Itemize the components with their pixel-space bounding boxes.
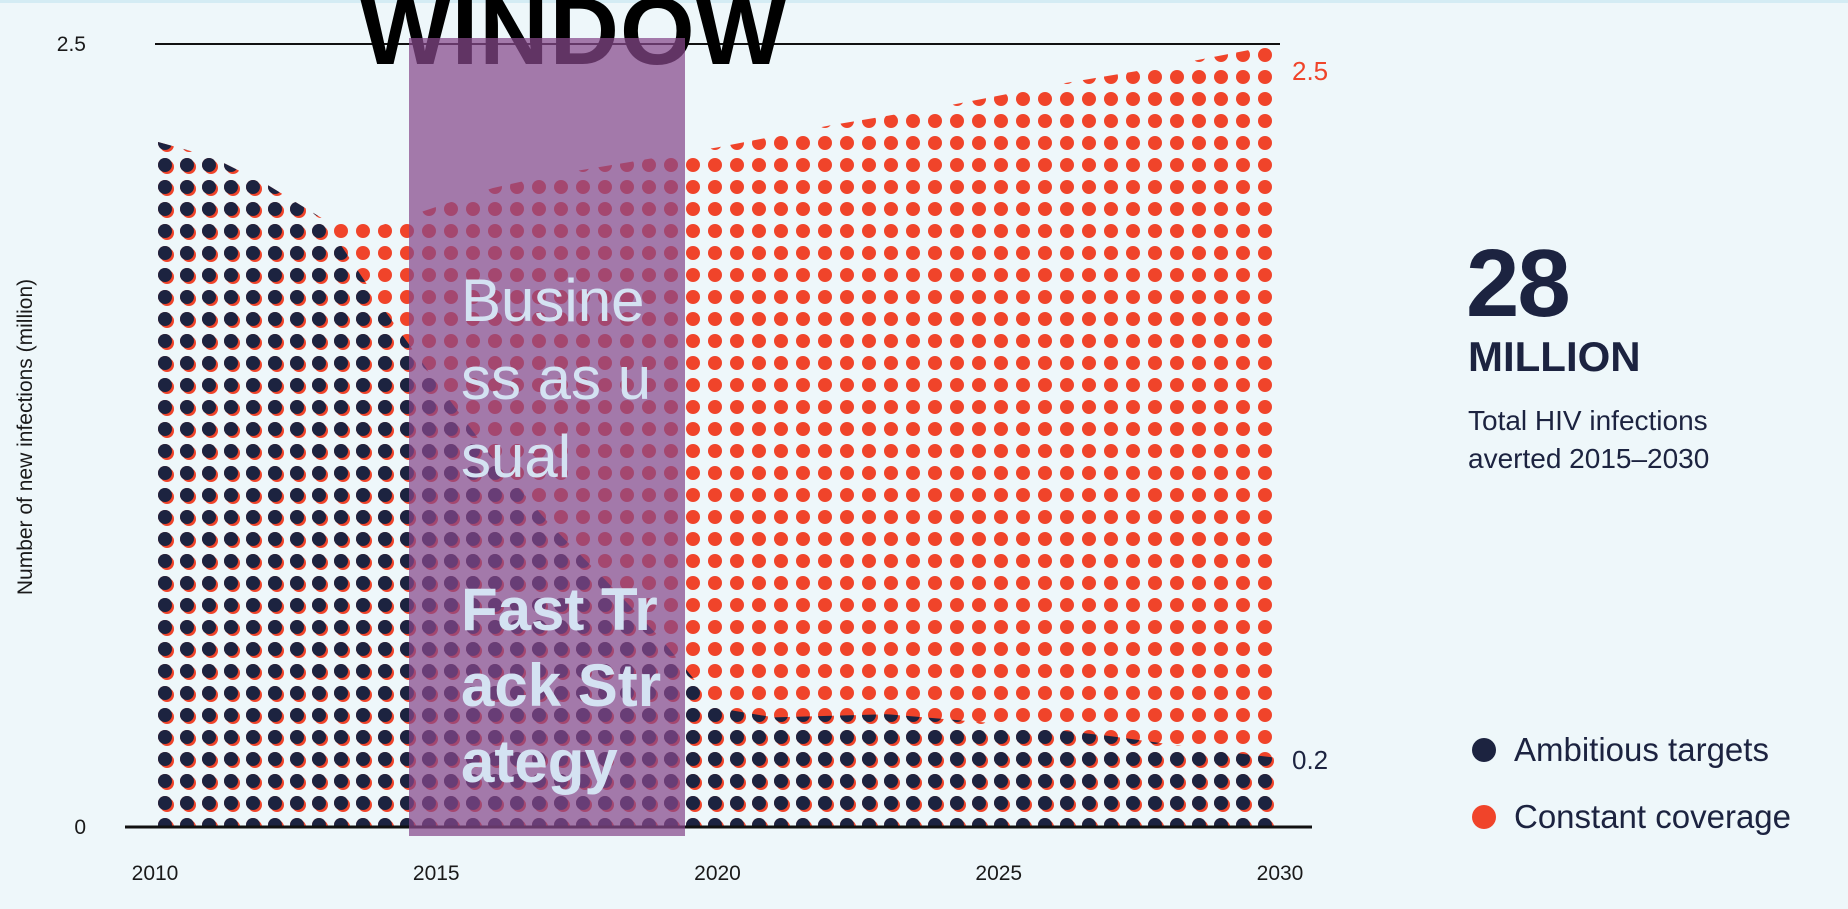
legend-label-ambitious: Ambitious targets bbox=[1514, 731, 1769, 768]
stat-unit: MILLION bbox=[1468, 333, 1641, 380]
stat-description: Total HIV infections averted 2015–2030 bbox=[1468, 405, 1710, 474]
y-axis-label: Number of new infections (million) bbox=[14, 279, 37, 595]
legend-item-ambitious: Ambitious targets bbox=[1472, 731, 1769, 769]
x-tick-label: 2030 bbox=[1257, 862, 1304, 885]
x-tick-label: 2010 bbox=[132, 862, 179, 885]
legend-marker-ambitious bbox=[1472, 738, 1496, 762]
window-overlay bbox=[409, 38, 685, 836]
top-strip bbox=[0, 0, 1848, 3]
stat-number: 28 bbox=[1466, 230, 1571, 337]
end-label-constant: 2.5 bbox=[1292, 56, 1328, 86]
x-tick-label: 2015 bbox=[413, 862, 460, 885]
legend-label-constant: Constant coverage bbox=[1514, 798, 1792, 835]
legend-marker-constant bbox=[1472, 805, 1496, 829]
legend-item-constant: Constant coverage bbox=[1472, 798, 1791, 836]
end-label-ambitious: 0.2 bbox=[1292, 745, 1328, 775]
business-as-usual-label: Business as usual bbox=[461, 267, 652, 490]
x-axis-ticks: 2010 2015 2020 2025 2030 bbox=[132, 862, 1304, 885]
y-axis-ticks: 02.5 bbox=[57, 33, 86, 839]
fast-track-strategy-label: Fast Track Strategy bbox=[461, 576, 662, 795]
y-tick-label: 0 bbox=[74, 816, 86, 839]
x-tick-label: 2020 bbox=[694, 862, 741, 885]
x-tick-label: 2025 bbox=[975, 862, 1022, 885]
y-tick-label: 2.5 bbox=[57, 33, 86, 56]
